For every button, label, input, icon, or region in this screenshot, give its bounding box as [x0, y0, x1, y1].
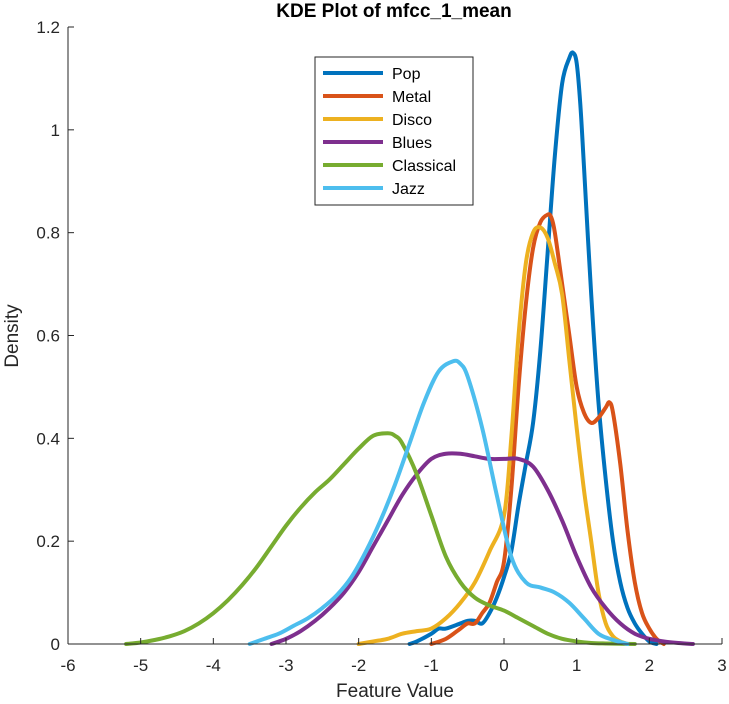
y-tick-label: 1.2 [36, 18, 60, 37]
x-tick-label: 3 [717, 656, 726, 675]
y-tick-label: 1 [51, 121, 60, 140]
series-line-disco [356, 225, 630, 646]
x-tick-label: -4 [206, 656, 221, 675]
legend-label-disco: Disco [392, 112, 432, 129]
x-axis-label: Feature Value [336, 681, 454, 702]
x-tick-label: -6 [60, 656, 75, 675]
y-tick-label: 0 [51, 635, 60, 654]
y-axis-label: Density [2, 304, 23, 368]
legend-label-classical: Classical [392, 158, 456, 175]
legend-label-jazz: Jazz [392, 181, 425, 198]
series-line-blues [269, 451, 695, 646]
x-tick-label: -2 [351, 656, 366, 675]
x-tick-label: -3 [278, 656, 293, 675]
x-tick-label: 2 [645, 656, 654, 675]
series-line-metal [429, 212, 666, 646]
axes-layer: -6 -5 -4 -3 -2 -1 0 1 2 3 0 0.2 0.4 0.6 0.8 1 1.2 [36, 18, 726, 675]
y-tick-label: 0.4 [36, 429, 60, 448]
legend-label-blues: Blues [392, 135, 432, 152]
x-tick-label: -1 [424, 656, 439, 675]
y-tick-label: 0.2 [36, 532, 60, 551]
legend-box [314, 56, 474, 206]
x-tick-label: 1 [572, 656, 581, 675]
x-tick-label: -5 [133, 656, 148, 675]
y-tick-label: 0.8 [36, 224, 60, 243]
x-tick-label: 0 [499, 656, 508, 675]
y-tick-label: 0.6 [36, 327, 60, 346]
series-line-pop [407, 50, 659, 646]
legend: Pop Metal Disco Blues Classical Jazz [314, 56, 474, 206]
series-line-classical [124, 431, 637, 646]
chart-title: KDE Plot of mfcc_1_mean [276, 1, 511, 22]
series-layer [124, 50, 695, 646]
series-line-jazz [247, 358, 630, 646]
legend-label-pop: Pop [392, 66, 421, 83]
legend-label-metal: Metal [392, 89, 431, 106]
